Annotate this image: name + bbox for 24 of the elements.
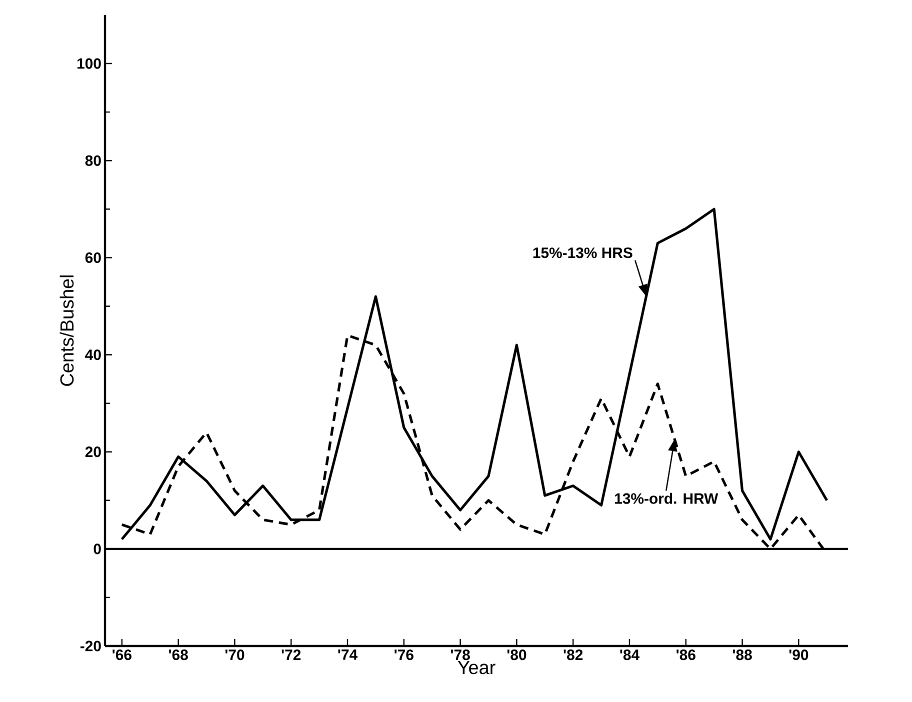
x-tick-label: '70	[225, 650, 244, 660]
x-tick-label: '68	[169, 650, 188, 660]
x-tick-label: '78	[451, 650, 470, 660]
y-tick-label: 80	[85, 155, 101, 166]
y-tick-label: -20	[80, 640, 101, 652]
y-tick-label: 100	[77, 58, 101, 69]
x-tick-label: '90	[789, 650, 808, 660]
x-axis-title: Year	[458, 660, 496, 674]
x-tick-label: '88	[732, 650, 752, 660]
series-label: 15%-13% HRS	[533, 248, 632, 258]
x-tick-label: '72	[282, 650, 301, 660]
y-tick-label: 60	[85, 252, 101, 263]
x-tick-label: '76	[394, 650, 414, 660]
x-tick-label: '82	[564, 650, 583, 660]
x-tick-label: '66	[112, 650, 132, 660]
series-label: 13%-ord. HRW	[615, 492, 718, 504]
y-axis-title: Cents/Bushel	[60, 275, 74, 386]
x-tick-label: '80	[507, 650, 526, 660]
x-tick-label: '84	[620, 650, 640, 660]
y-tick-label: 0	[94, 544, 101, 554]
x-tick-label: '86	[676, 650, 696, 660]
x-tick-label: '74	[338, 650, 358, 660]
y-tick-label: 40	[85, 349, 101, 360]
y-tick-label: 20	[85, 446, 101, 458]
